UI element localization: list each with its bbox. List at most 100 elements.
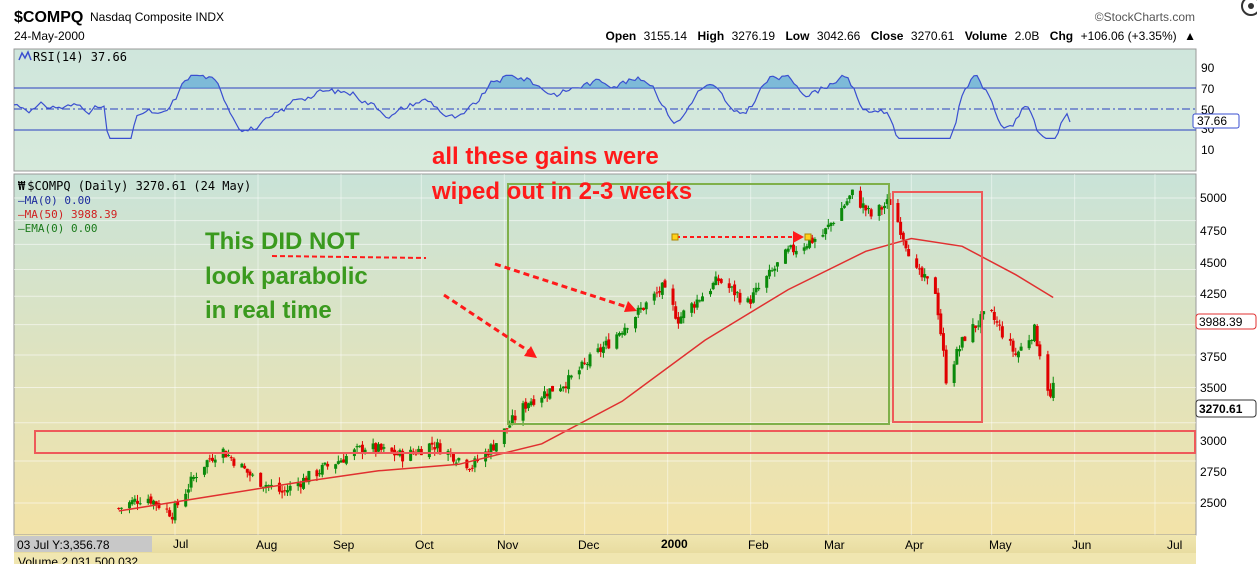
candle-body (639, 307, 643, 310)
candle-body (269, 484, 273, 486)
candle-body (936, 292, 940, 316)
ma50-tag-value: 3988.39 (1199, 315, 1243, 329)
candle-body (569, 375, 573, 378)
candle-body (502, 428, 506, 444)
candle-body (489, 444, 493, 455)
candle-body (944, 349, 948, 384)
candle-body (883, 205, 887, 209)
rsi-current-tag: 37.66 (1192, 113, 1240, 129)
candle-body (813, 238, 817, 242)
candle-body (821, 234, 825, 237)
candle-body (176, 501, 180, 506)
candle-body (189, 476, 193, 488)
candle-body (277, 482, 281, 492)
candle-body (577, 370, 581, 375)
candle-body (165, 508, 169, 510)
candle-body (363, 449, 367, 454)
annotation-arrows (443, 231, 812, 358)
candle-body (1008, 338, 1012, 341)
candle-body (832, 222, 836, 224)
candle-body (617, 333, 621, 336)
candle-body (173, 503, 177, 521)
candle-body (695, 299, 699, 308)
candle-body (146, 498, 150, 504)
support-zone-box (34, 430, 1196, 454)
rsi-tick: 90 (1201, 61, 1215, 75)
candle-body (901, 232, 905, 240)
candle-body (240, 463, 244, 468)
candle-body (468, 469, 472, 471)
candle-body (532, 399, 536, 405)
candle-body (711, 282, 715, 290)
ma0-swatch-icon: — (18, 194, 25, 207)
open-value: 3155.14 (644, 29, 688, 43)
up-arrow-icon: ▲ (1184, 29, 1196, 43)
candle-body (127, 502, 131, 509)
candle-body (845, 201, 849, 205)
candle-body (960, 337, 964, 348)
settings-icon[interactable] (1241, 0, 1257, 16)
candle-body (596, 348, 600, 353)
candle-body (339, 460, 343, 463)
candle-body (358, 445, 362, 447)
close-value: 3270.61 (911, 29, 955, 43)
candle-body (192, 477, 196, 479)
candle-body (829, 222, 833, 227)
low-value: 3042.66 (817, 29, 861, 43)
high-value: 3276.19 (732, 29, 776, 43)
ma50-tag: 3988.39 (1195, 313, 1257, 330)
candle-body (773, 268, 777, 271)
candle-body (1016, 351, 1020, 358)
candle-body (334, 464, 338, 469)
candle-body (775, 262, 779, 267)
x-tick: Sep (333, 538, 355, 552)
x-tick: Jul (173, 537, 188, 551)
candle-body (529, 401, 533, 406)
candle-body (1000, 326, 1004, 338)
candle-body (1011, 340, 1015, 352)
candle-body (567, 375, 571, 390)
candle-body (510, 415, 514, 424)
candle-body (243, 465, 247, 469)
handle-icon[interactable] (671, 233, 679, 241)
candle-body (342, 459, 346, 463)
candle-body (251, 474, 255, 476)
volume-strip (14, 553, 1196, 564)
rsi-tick: 70 (1201, 82, 1215, 96)
candle-body (245, 468, 249, 473)
candle-body (861, 203, 865, 208)
candle-body (227, 455, 231, 457)
candle-body (117, 508, 121, 510)
price-tick: 4250 (1200, 287, 1227, 301)
candle-body (1027, 340, 1031, 349)
legend-ma0: —MA(0) 0.00 (18, 194, 91, 207)
candle-body (714, 276, 718, 285)
candle-body (746, 298, 750, 303)
candle-body (735, 292, 739, 294)
candle-body (963, 336, 967, 341)
ma50-line (118, 237, 1054, 512)
candle-body (564, 386, 568, 389)
price-tick: 3750 (1200, 350, 1227, 364)
close-tag: 3270.61 (1195, 399, 1257, 418)
close-tag-value: 3270.61 (1199, 402, 1243, 416)
candle-body (880, 207, 884, 210)
candle-body (299, 483, 303, 488)
candle-body (1049, 389, 1053, 397)
candle-body (848, 195, 852, 200)
candle-body (344, 456, 348, 464)
candle-body (824, 228, 828, 235)
candle-body (149, 496, 153, 504)
x-tick: Feb (748, 538, 769, 552)
annotation-green-didnot: DID NOT (261, 228, 360, 255)
candle-body (615, 334, 619, 349)
candle-body (976, 325, 980, 327)
candle-body (808, 239, 812, 248)
candle-body (658, 291, 662, 293)
candle-body (738, 292, 742, 303)
handle-icon[interactable] (804, 233, 812, 241)
candle-body (794, 250, 798, 255)
candle-body (754, 287, 758, 293)
candle-body (885, 199, 889, 205)
candle-body (320, 464, 324, 475)
